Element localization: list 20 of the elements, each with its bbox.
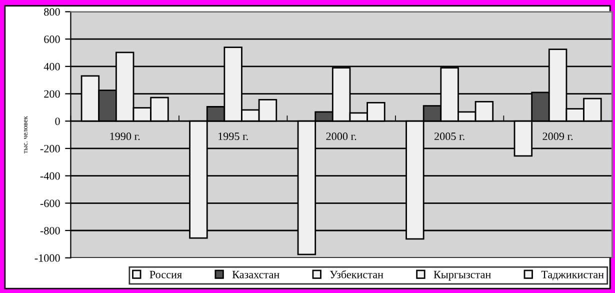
y-tick-label: -600: [40, 200, 60, 208]
x-tick-label: 1990 г.: [110, 132, 140, 140]
legend-label: Узбекистан: [330, 270, 384, 278]
y-tick-label: 0: [55, 118, 60, 126]
legend-label: Казахстан: [232, 270, 280, 278]
x-tick-label: 2005 г.: [434, 132, 464, 140]
legend-label: Россия: [150, 270, 182, 278]
x-tick-label: 2000 г.: [326, 132, 356, 140]
y-tick-label: -200: [40, 144, 60, 152]
legend-label: Кыргызстан: [434, 270, 491, 281]
y-tick-label: -1000: [34, 254, 60, 262]
legend-label: Таджикистан: [541, 270, 604, 280]
x-tick-label: 1995 г.: [218, 132, 248, 140]
y-tick-label: -800: [40, 226, 60, 234]
y-tick-label: 600: [44, 36, 60, 44]
y-tick-label: -400: [40, 172, 60, 180]
x-tick-label: 2009 г.: [542, 132, 573, 140]
y-tick-label: 200: [44, 90, 60, 98]
y-tick-label: 400: [44, 62, 60, 70]
y-tick-label: 800: [44, 8, 60, 16]
